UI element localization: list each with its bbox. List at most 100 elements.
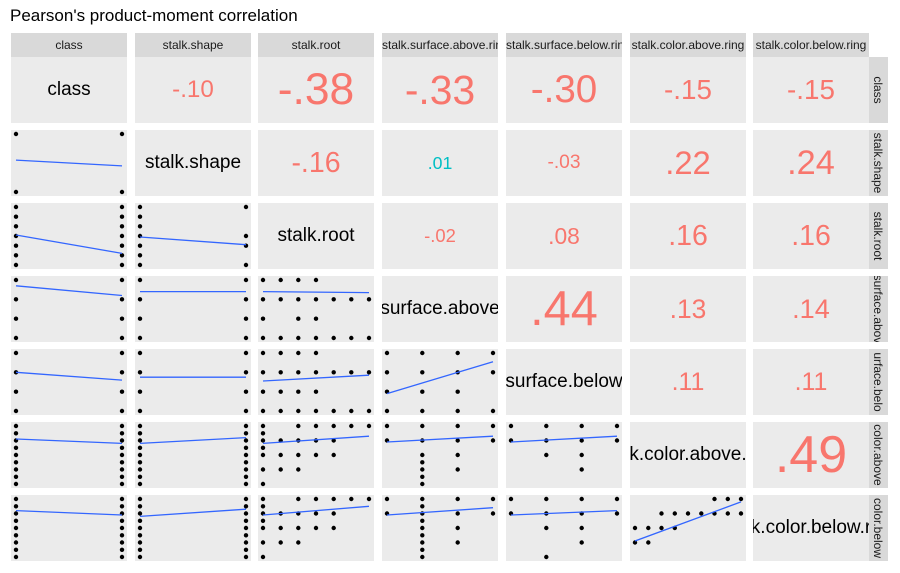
data-point: [260, 445, 266, 450]
data-point: [614, 438, 620, 443]
scatter-plot: [508, 423, 620, 472]
data-point: [384, 423, 390, 429]
row-strip-5: color.above: [868, 422, 888, 488]
data-point: [659, 511, 664, 516]
data-point: [137, 335, 143, 341]
data-point: [260, 408, 266, 414]
data-point: [260, 525, 266, 531]
scatter-panel-2-1: [135, 203, 251, 269]
diagonal-panel-4: surface.below: [506, 349, 622, 415]
data-point: [296, 316, 301, 321]
correlation-panel-0-2: -.38: [258, 57, 374, 123]
data-point: [490, 423, 496, 429]
data-point: [490, 496, 496, 502]
data-point: [243, 518, 249, 523]
row-strip-label: color.below: [871, 497, 885, 559]
data-point: [614, 511, 620, 516]
correlation-panel-0-3: -.33: [382, 57, 498, 123]
correlation-value: -.33: [404, 66, 476, 113]
data-point: [13, 253, 19, 258]
data-point: [260, 540, 266, 545]
data-point: [119, 350, 125, 356]
data-point: [137, 350, 143, 356]
data-point: [137, 389, 143, 394]
data-point: [137, 460, 143, 465]
data-point: [13, 389, 19, 394]
data-point: [331, 408, 336, 414]
scatter-plot: [137, 204, 249, 268]
column-strip-5: stalk.color.above.ring: [630, 33, 746, 57]
data-point: [260, 504, 266, 509]
data-point: [420, 423, 425, 429]
scatter-panel-5-3: [382, 422, 498, 488]
correlation-panel-0-1: -.10: [135, 57, 251, 123]
data-point: [366, 297, 372, 302]
fit-line: [262, 290, 370, 294]
fit-line: [15, 234, 123, 255]
data-point: [296, 467, 301, 472]
row-strip-2: stalk.root: [868, 203, 888, 269]
fit-line: [15, 509, 123, 516]
data-point: [260, 350, 266, 356]
data-point: [243, 431, 249, 436]
data-point: [119, 131, 125, 137]
scatter-plot: [384, 350, 496, 414]
data-point: [243, 438, 249, 443]
correlation-value: .01: [427, 152, 453, 173]
correlation-value: -.16: [291, 146, 341, 179]
scatter-plot: [632, 496, 744, 545]
data-point: [490, 511, 496, 516]
data-point: [420, 452, 425, 458]
data-point: [13, 277, 19, 283]
fit-line: [15, 285, 123, 297]
data-point: [699, 511, 704, 516]
scatter-plot: [260, 350, 372, 414]
column-strip-2: stalk.root: [258, 33, 374, 57]
scatter-plot: [384, 423, 496, 487]
fit-line: [262, 505, 370, 516]
row-strip-label: stalk.root: [871, 211, 885, 261]
data-point: [137, 370, 143, 375]
data-point: [331, 297, 336, 302]
correlation-panel-1-5: .22: [630, 130, 746, 196]
data-point: [455, 408, 460, 414]
correlation-value: .49: [774, 426, 848, 484]
data-point: [243, 445, 249, 450]
data-point: [579, 496, 584, 502]
row-strip-label: urface.belo: [871, 352, 885, 412]
data-point: [13, 189, 19, 195]
data-point: [296, 423, 301, 429]
data-point: [119, 525, 125, 531]
data-point: [313, 423, 319, 429]
data-point: [13, 540, 19, 545]
data-point: [296, 525, 301, 531]
scatter-plot: [260, 423, 372, 487]
data-point: [296, 350, 301, 356]
data-point: [331, 496, 336, 502]
data-point: [13, 408, 19, 414]
fit-line: [139, 508, 247, 518]
correlation-panel-3-6: .14: [753, 276, 869, 342]
data-point: [349, 297, 354, 302]
data-point: [13, 496, 19, 502]
data-point: [119, 316, 125, 321]
data-point: [13, 460, 19, 465]
correlation-panel-4-6: .11: [753, 349, 869, 415]
data-point: [420, 408, 425, 414]
data-point: [137, 204, 143, 210]
data-point: [420, 533, 425, 538]
data-point: [646, 540, 651, 545]
data-point: [420, 350, 425, 356]
data-point: [119, 474, 125, 479]
data-point: [579, 452, 584, 458]
correlation-value: .24: [787, 143, 835, 182]
scatter-panel-3-0: [11, 276, 127, 342]
column-strip-3: stalk.surface.above.rin: [382, 33, 498, 57]
data-point: [349, 335, 354, 341]
data-point: [119, 540, 125, 545]
data-point: [313, 496, 319, 502]
data-point: [243, 262, 249, 268]
data-point: [490, 370, 496, 375]
column-strip-0: class: [11, 33, 127, 57]
data-point: [296, 297, 301, 302]
